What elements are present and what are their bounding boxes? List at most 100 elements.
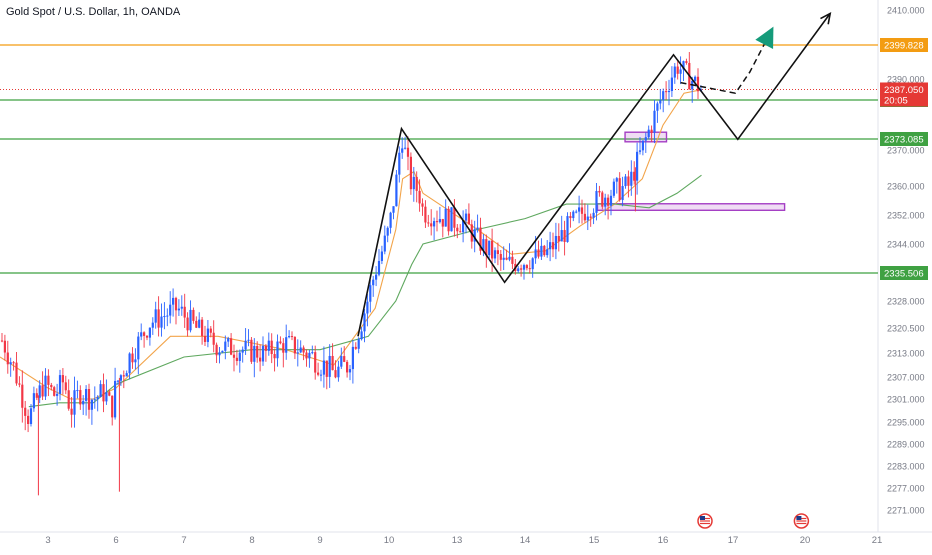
candle-body bbox=[670, 77, 673, 91]
candle-body bbox=[676, 66, 679, 74]
candle-body bbox=[607, 197, 610, 206]
candle-body bbox=[340, 356, 343, 367]
candle-body bbox=[549, 242, 552, 250]
candle-body bbox=[195, 320, 198, 328]
candle-body bbox=[215, 344, 218, 356]
candle-body bbox=[598, 190, 601, 193]
x-tick-label: 15 bbox=[589, 535, 600, 546]
candle-body bbox=[418, 190, 421, 204]
candle-body bbox=[79, 390, 82, 405]
candle-body bbox=[253, 345, 256, 362]
candle-body bbox=[218, 352, 221, 356]
x-tick-label: 10 bbox=[384, 535, 395, 546]
candle-body bbox=[627, 176, 630, 186]
candle-body bbox=[154, 309, 157, 323]
candle-body bbox=[183, 306, 186, 318]
candle-body bbox=[116, 380, 120, 382]
candle-body bbox=[6, 352, 9, 365]
candle-body bbox=[273, 354, 276, 359]
candle-body bbox=[134, 359, 137, 363]
candle-body bbox=[58, 375, 62, 394]
candle-body bbox=[395, 174, 398, 207]
candle-body bbox=[198, 319, 201, 328]
candle-body bbox=[325, 360, 328, 377]
y-tick-label: 2313.000 bbox=[887, 349, 925, 359]
candle-body bbox=[398, 152, 401, 175]
y-tick-label: 2277.000 bbox=[887, 484, 925, 494]
candle-body bbox=[148, 327, 151, 338]
x-tick-label: 7 bbox=[181, 535, 186, 546]
candle-body bbox=[264, 345, 267, 351]
level-price-label-bg bbox=[880, 266, 928, 280]
candle-body bbox=[656, 103, 659, 111]
moving-average-line bbox=[0, 89, 702, 400]
candle-body bbox=[450, 207, 453, 232]
x-tick-label: 14 bbox=[520, 535, 531, 546]
candle-body bbox=[438, 219, 441, 223]
candle-body bbox=[203, 335, 207, 342]
candle-body bbox=[186, 317, 189, 331]
candle-body bbox=[145, 335, 149, 338]
candle-body bbox=[488, 240, 491, 256]
candle-body bbox=[580, 207, 584, 214]
level-price-label: 2399.828 bbox=[884, 41, 924, 52]
candle-body bbox=[424, 206, 427, 223]
candle-body bbox=[276, 341, 279, 359]
candle-body bbox=[572, 211, 575, 219]
candle-body bbox=[682, 61, 685, 70]
candle-body bbox=[578, 207, 581, 212]
candle-body bbox=[111, 395, 114, 418]
x-tick-label: 8 bbox=[249, 535, 254, 546]
candle-body bbox=[125, 373, 128, 377]
candle-body bbox=[641, 140, 644, 151]
candle-body bbox=[476, 227, 479, 230]
candle-body bbox=[241, 349, 244, 353]
candle-body bbox=[604, 197, 607, 207]
candle-body bbox=[247, 339, 250, 341]
candle-body bbox=[462, 220, 465, 233]
candle-body bbox=[224, 341, 227, 351]
candle-body bbox=[308, 352, 311, 359]
candle-body bbox=[32, 393, 35, 409]
candle-body bbox=[543, 245, 546, 256]
candle-body bbox=[38, 385, 41, 398]
candle-body bbox=[82, 400, 85, 405]
candle-body bbox=[409, 156, 412, 190]
candle-body bbox=[319, 374, 323, 376]
candle-body bbox=[491, 240, 494, 259]
candle-body bbox=[15, 362, 18, 384]
candle-body bbox=[192, 309, 195, 321]
y-tick-label: 2271.000 bbox=[887, 506, 925, 516]
candle-body bbox=[508, 256, 511, 260]
candle-body bbox=[662, 91, 665, 101]
zigzag-path[interactable] bbox=[357, 12, 831, 337]
candle-body bbox=[261, 345, 265, 362]
candle-body bbox=[412, 176, 415, 190]
candle-body bbox=[201, 319, 204, 336]
candle-body bbox=[189, 309, 192, 331]
x-tick-label: 16 bbox=[658, 535, 669, 546]
candle-body bbox=[296, 352, 299, 354]
candle-body bbox=[496, 250, 499, 255]
candle-body bbox=[404, 147, 407, 149]
candle-body bbox=[636, 151, 639, 181]
candle-body bbox=[464, 213, 468, 221]
candle-body bbox=[177, 308, 180, 311]
candle-body bbox=[601, 192, 604, 207]
candle-body bbox=[389, 212, 392, 228]
current-price-label-bg bbox=[880, 82, 928, 107]
y-tick-label: 2370.000 bbox=[887, 146, 925, 156]
candle-body bbox=[172, 297, 175, 305]
candle-body bbox=[673, 66, 676, 78]
candle-body bbox=[360, 331, 363, 340]
candle-body bbox=[270, 340, 273, 355]
candle-body bbox=[128, 353, 131, 374]
flag-canton bbox=[796, 516, 802, 520]
candle-body bbox=[221, 350, 224, 353]
candle-body bbox=[21, 384, 24, 408]
projection-arrow-icon bbox=[755, 26, 774, 50]
candle-body bbox=[589, 216, 592, 218]
level-price-label-bg bbox=[880, 38, 928, 52]
candle-body bbox=[415, 176, 418, 191]
